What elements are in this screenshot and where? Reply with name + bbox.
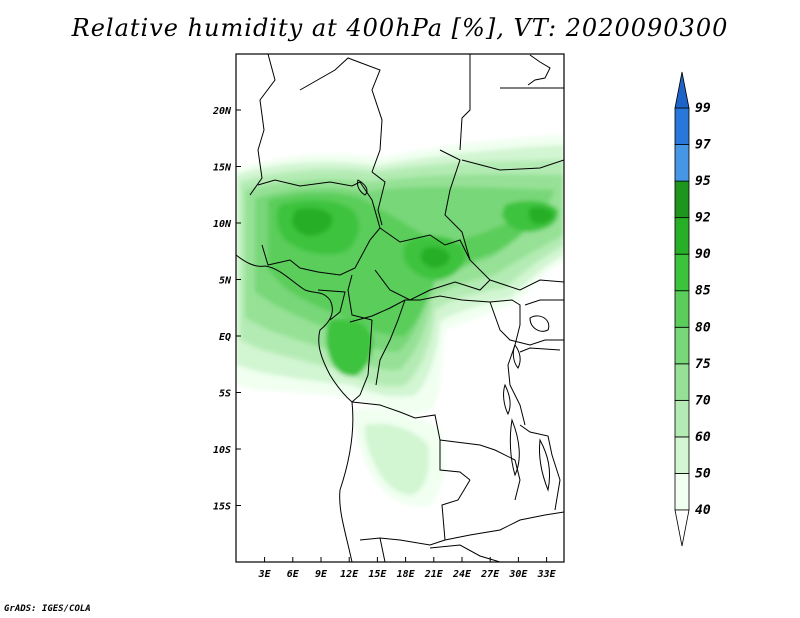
lon-tick-label: 12E: [340, 569, 359, 580]
colorbar-top-arrow: [674, 71, 690, 109]
lat-tick-label: 10S: [213, 445, 231, 456]
colorbar-segment: [674, 290, 690, 328]
colorbar-segment: [674, 107, 690, 145]
colorbar: 40 50 60 70 75 80 85 90 92 95 97 99: [674, 71, 711, 547]
lon-tick-label: 30E: [508, 569, 528, 580]
lat-tick-label: 5S: [219, 389, 231, 400]
lat-tick-label: 15N: [213, 163, 232, 174]
colorbar-segment: [674, 217, 690, 255]
colorbar-label: 97: [695, 138, 711, 153]
rh-contour-90: [528, 206, 554, 225]
humidity-shading: [236, 135, 564, 507]
rh-contour-90: [420, 246, 450, 268]
colorbar-bottom-arrow: [674, 509, 690, 547]
lat-tick-label: 10N: [213, 219, 232, 230]
lon-tick-label: 9E: [315, 569, 328, 580]
colorbar-segment: [674, 363, 690, 401]
rh-contour-85: [326, 318, 373, 377]
lon-tick-label: 27E: [480, 569, 500, 580]
grads-credit: GrADS: IGES/COLA: [4, 604, 91, 614]
colorbar-label: 90: [695, 247, 711, 262]
lakes: [357, 179, 551, 492]
map-frame: [235, 53, 565, 563]
colorbar-label: 85: [695, 284, 711, 299]
colorbar-label: 60: [695, 430, 711, 445]
lat-tick-label: 15S: [213, 502, 231, 513]
lat-tick-label: 5N: [219, 276, 232, 287]
map-title: Relative humidity at 400hPa [%], VT: 202…: [71, 14, 729, 42]
longitude-axis: 3E 6E 9E 12E 15E 18E 21E 24E 27E 30E 33E: [258, 557, 557, 580]
rh-contour-90: [292, 208, 333, 236]
lat-tick-label: EQ: [219, 332, 231, 343]
colorbar-label: 75: [695, 357, 711, 372]
colorbar-segment: [674, 399, 690, 438]
lon-tick-label: 15E: [368, 569, 387, 580]
colorbar-segment: [674, 326, 690, 365]
colorbar-label: 80: [695, 320, 711, 335]
colorbar-segment: [674, 253, 690, 292]
lon-tick-label: 24E: [452, 569, 472, 580]
colorbar-segment: [674, 144, 690, 182]
colorbar-label: 99: [695, 101, 711, 116]
latitude-axis: 20N 15N 10N 5N EQ 5S 10S 15S: [212, 106, 241, 513]
lon-tick-label: 18E: [397, 569, 416, 580]
colorbar-segment: [674, 436, 690, 474]
colorbar-segment: [674, 180, 690, 219]
rh-contour-50: [364, 423, 430, 495]
colorbar-label: 50: [695, 466, 711, 481]
lon-tick-label: 6E: [287, 569, 300, 580]
colorbar-label: 95: [695, 174, 711, 189]
colorbar-label: 40: [695, 503, 711, 518]
lat-tick-label: 20N: [212, 106, 232, 117]
colorbar-label: 70: [695, 393, 711, 408]
colorbar-label: 92: [695, 211, 711, 226]
country-borders: [236, 54, 564, 562]
lon-tick-label: 21E: [424, 569, 444, 580]
lon-tick-label: 3E: [258, 569, 272, 580]
colorbar-segment: [674, 473, 690, 511]
lon-tick-label: 33E: [537, 569, 557, 580]
